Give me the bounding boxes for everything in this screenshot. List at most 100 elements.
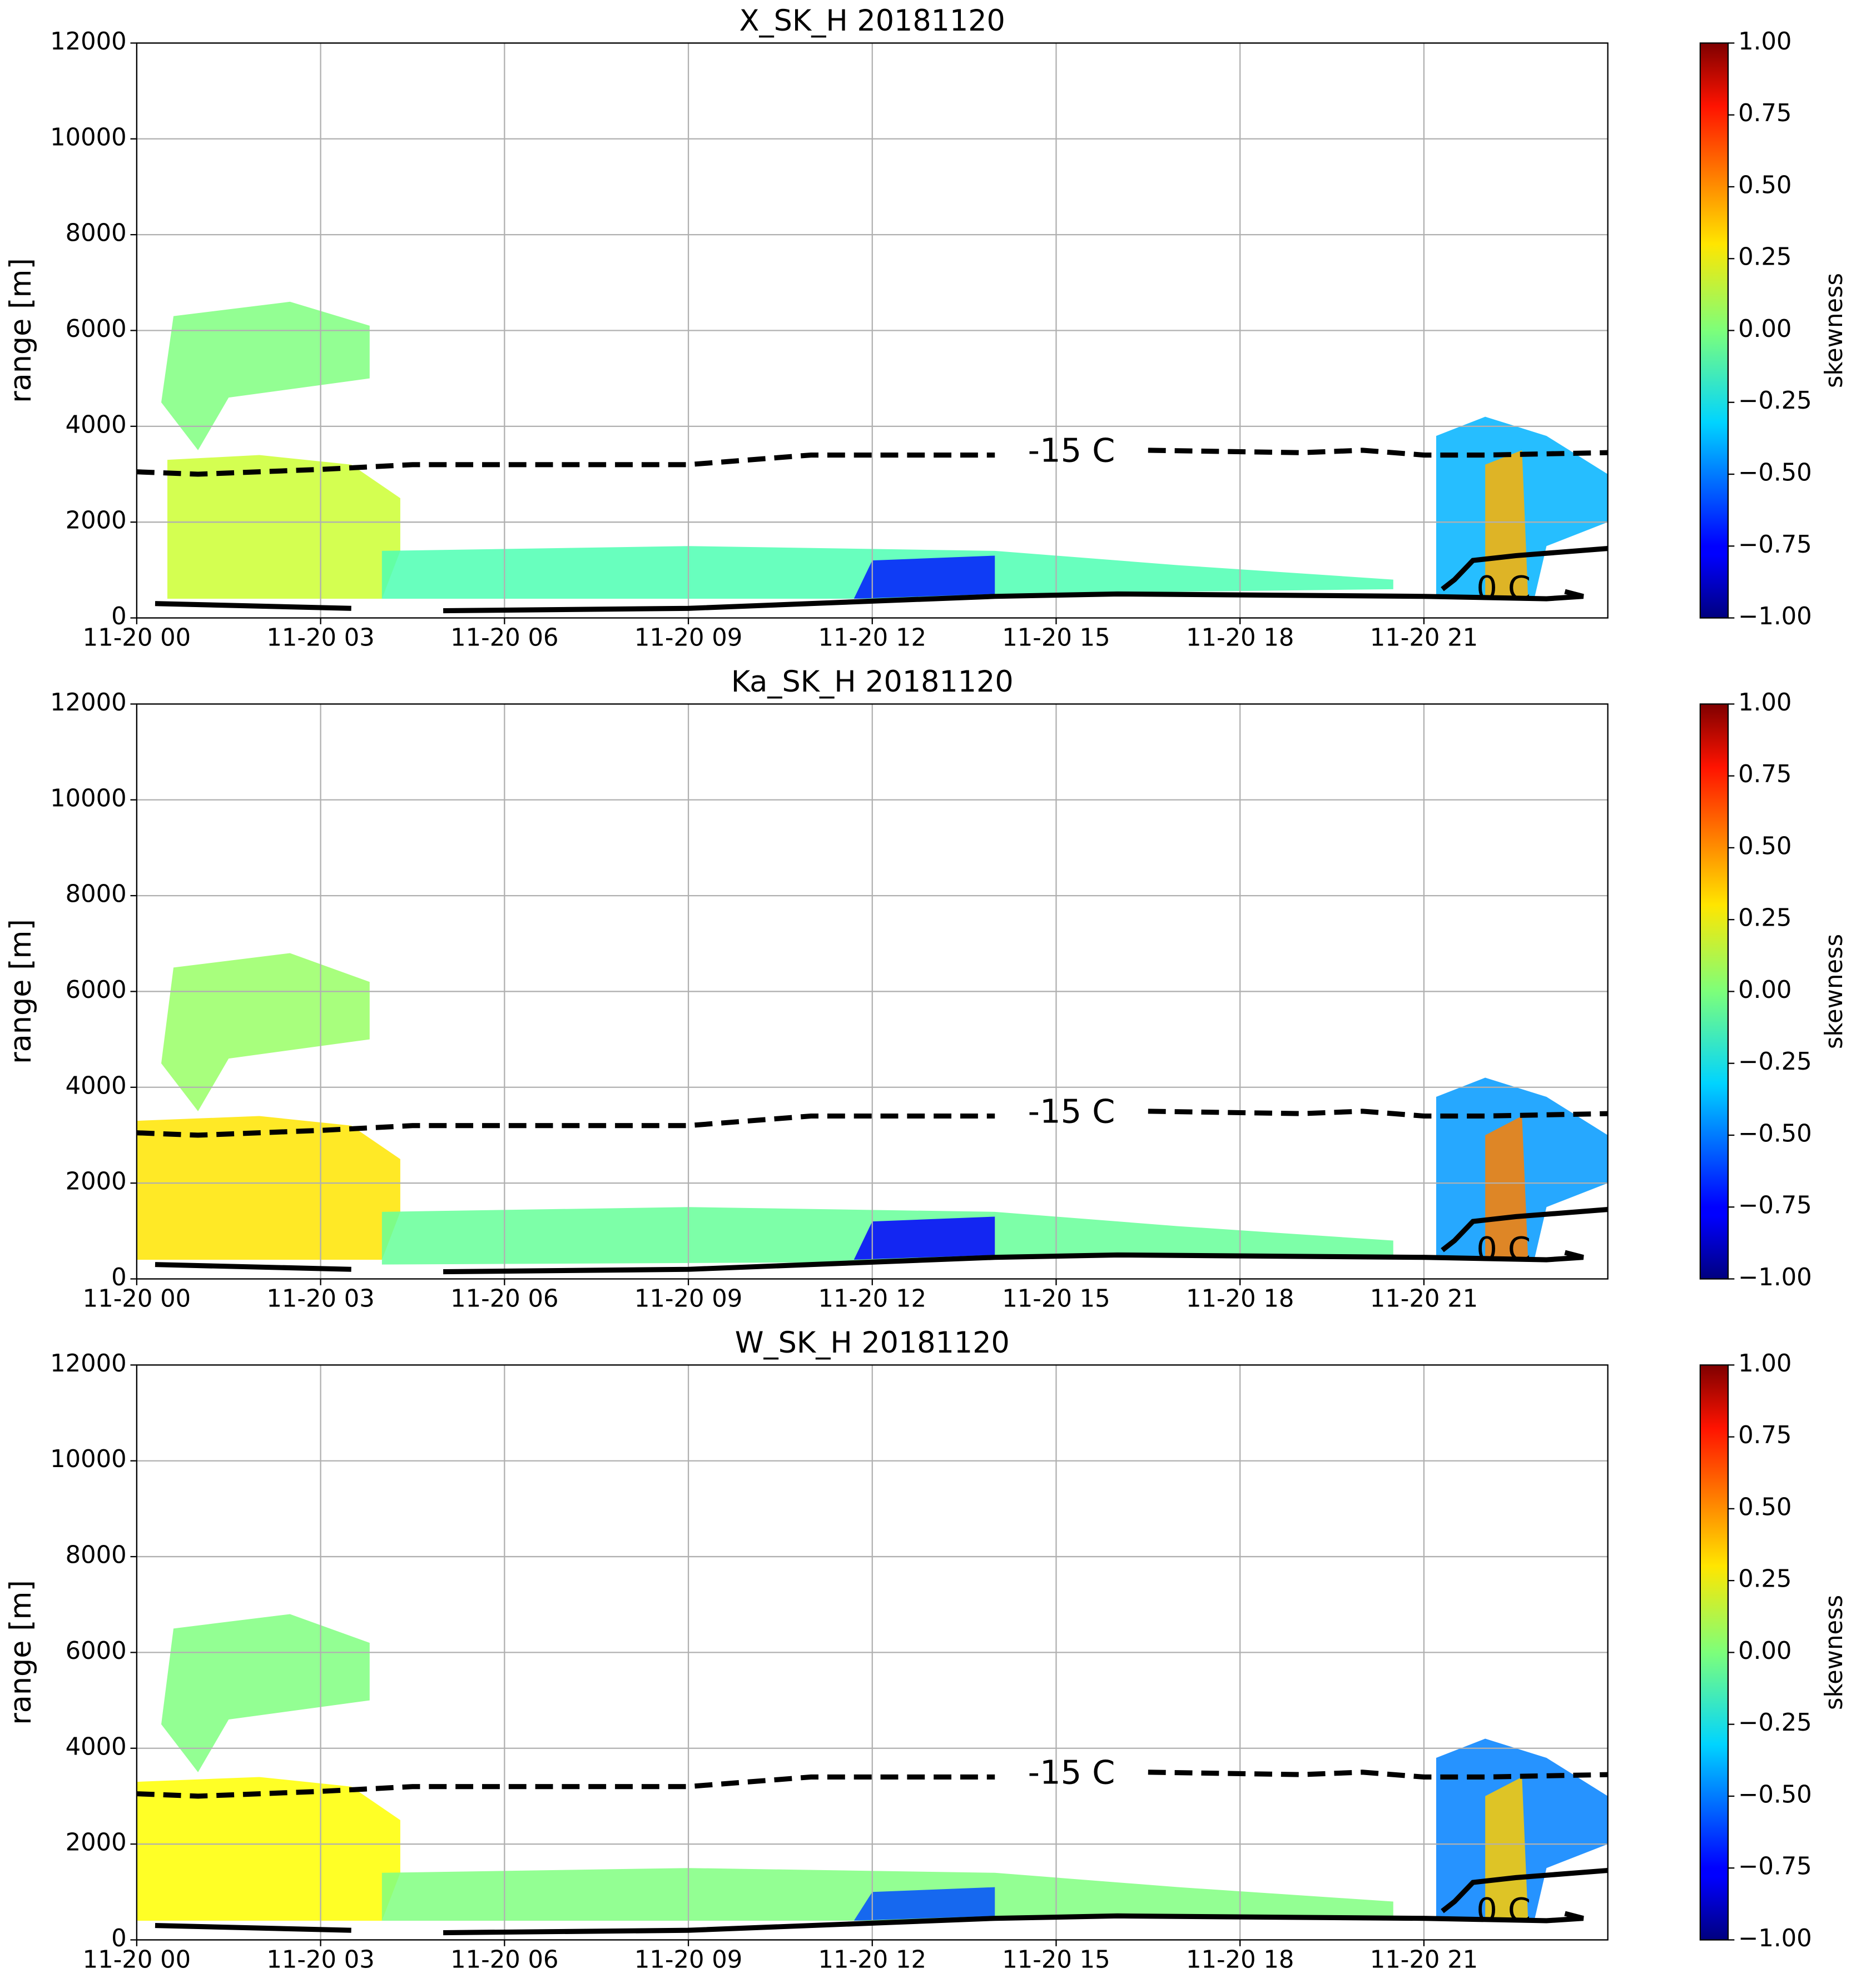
y-tick-label: 12000	[50, 689, 127, 717]
colorbar-tick-label: −0.50	[1738, 459, 1812, 486]
colorbar-tick-label: 0.50	[1738, 171, 1791, 199]
echo-region	[161, 953, 370, 1111]
y-tick-label: 12000	[50, 28, 127, 56]
x-tick-label: 11-20 18	[1186, 1946, 1294, 1974]
x-tick-label: 11-20 15	[1002, 1946, 1110, 1974]
y-tick-label: 8000	[66, 1542, 127, 1569]
colorbar-tick-label: 0.75	[1738, 1422, 1791, 1449]
isotherm-label: 0 C	[1476, 569, 1531, 607]
colorbar-tick-label: 0.75	[1738, 761, 1791, 788]
plot-frame	[136, 1364, 1609, 1941]
y-tick-label: 10000	[50, 784, 127, 812]
isotherm-label: 0 C	[1476, 1230, 1531, 1268]
echo-layer	[136, 953, 1608, 1265]
isotherm-label: -15 C	[1028, 431, 1115, 469]
echo-region	[161, 1614, 370, 1772]
x-tick-label: 11-20 21	[1370, 1946, 1478, 1974]
colorbar-tick-label: 0.25	[1738, 904, 1791, 932]
colorbar-tick-label: −0.75	[1738, 531, 1812, 559]
colorbar-label: skewness	[1820, 934, 1848, 1049]
y-tick-label: 6000	[66, 1637, 127, 1665]
chart-title: X_SK_H 20181120	[740, 4, 1005, 38]
colorbar-tick-label: 0.00	[1738, 315, 1791, 343]
x-tick-label: 11-20 03	[266, 624, 374, 652]
x-tick-label: 11-20 03	[266, 1285, 374, 1313]
y-tick-label: 0	[111, 1264, 127, 1291]
plot-frame	[136, 42, 1609, 619]
colorbar-tick-label: −0.50	[1738, 1781, 1812, 1808]
x-tick-label: 11-20 09	[634, 1946, 742, 1974]
x-tick-label: 11-20 03	[266, 1946, 374, 1974]
x-tick-label: 11-20 18	[1186, 1285, 1294, 1313]
echo-region	[853, 1216, 995, 1260]
y-axis-label: range [m]	[4, 1580, 38, 1725]
x-tick-label: 11-20 06	[450, 624, 558, 652]
x-tick-label: 11-20 21	[1370, 624, 1478, 652]
x-tick-label: 11-20 06	[450, 1285, 558, 1313]
colorbar-tick-label: −0.25	[1738, 387, 1812, 415]
y-tick-label: 6000	[66, 976, 127, 1004]
x-tick-label: 11-20 00	[83, 1285, 191, 1313]
colorbar-tick-label: 0.50	[1738, 1493, 1791, 1521]
isotherm	[155, 1206, 1608, 1275]
isotherm-label: -15 C	[1028, 1753, 1115, 1791]
x-tick-label: 11-20 21	[1370, 1285, 1478, 1313]
colorbar	[1699, 703, 1729, 1280]
colorbar-tick-label: 0.75	[1738, 100, 1791, 127]
y-tick-label: 2000	[66, 507, 127, 535]
y-axis-label: range [m]	[4, 919, 38, 1064]
echo-region	[1485, 450, 1528, 599]
isotherm	[155, 546, 1608, 614]
panel: W_SK_H 20181120 range [m] 0 2000 4000 6000 800…	[4, 1326, 1848, 1974]
colorbar-tick-label: 0.00	[1738, 976, 1791, 1004]
y-tick-label: 2000	[66, 1829, 127, 1857]
x-tick-label: 11-20 12	[818, 624, 926, 652]
colorbar-tick-label: 0.50	[1738, 832, 1791, 860]
colorbar-tick-label: 1.00	[1738, 1350, 1791, 1378]
x-tick-label: 11-20 00	[83, 1946, 191, 1974]
panel: X_SK_H 20181120 range [m] 0 2000 4000 6000 800…	[4, 4, 1848, 652]
echo-region	[1485, 1116, 1528, 1260]
x-tick-label: 11-20 15	[1002, 1285, 1110, 1313]
isotherm	[136, 448, 1608, 477]
y-tick-label: 4000	[66, 1072, 127, 1100]
isotherm	[136, 1770, 1608, 1799]
y-tick-label: 4000	[66, 411, 127, 439]
panel: Ka_SK_H 20181120 range [m] 0 2000 4000 6000 80…	[4, 665, 1848, 1313]
colorbar-tick-label: −0.25	[1738, 1048, 1812, 1076]
colorbar-label: skewness	[1820, 1595, 1848, 1710]
y-tick-label: 10000	[50, 1445, 127, 1473]
x-tick-label: 11-20 09	[634, 1285, 742, 1313]
colorbar-tick-label: 0.25	[1738, 1565, 1791, 1593]
x-tick-label: 11-20 06	[450, 1946, 558, 1974]
echo-region	[136, 1777, 400, 1921]
plot-frame	[136, 703, 1609, 1280]
chart-title: Ka_SK_H 20181120	[731, 665, 1014, 699]
colorbar-tick-label: −0.25	[1738, 1709, 1812, 1737]
y-tick-label: 10000	[50, 123, 127, 151]
isotherm-label: 0 C	[1476, 1891, 1531, 1929]
colorbar-tick-label: 0.00	[1738, 1637, 1791, 1665]
x-tick-label: 11-20 15	[1002, 624, 1110, 652]
colorbar-tick-label: 1.00	[1738, 28, 1791, 56]
colorbar-tick-label: 1.00	[1738, 689, 1791, 717]
colorbar-tick-label: 0.25	[1738, 243, 1791, 271]
x-tick-label: 11-20 09	[634, 624, 742, 652]
y-tick-label: 2000	[66, 1168, 127, 1196]
y-tick-label: 0	[111, 1925, 127, 1952]
colorbar	[1699, 42, 1729, 619]
y-tick-label: 4000	[66, 1733, 127, 1761]
x-tick-label: 11-20 18	[1186, 624, 1294, 652]
x-tick-label: 11-20 12	[818, 1946, 926, 1974]
y-tick-label: 12000	[50, 1350, 127, 1378]
x-tick-label: 11-20 12	[818, 1285, 926, 1313]
colorbar-tick-label: −1.00	[1738, 603, 1812, 630]
echo-region	[161, 301, 370, 450]
isotherm	[136, 1109, 1608, 1138]
echo-region	[853, 555, 995, 599]
colorbar-tick-label: −0.50	[1738, 1120, 1812, 1147]
colorbar	[1699, 1364, 1729, 1941]
echo-region	[167, 455, 400, 599]
echo-layer	[136, 1614, 1608, 1921]
